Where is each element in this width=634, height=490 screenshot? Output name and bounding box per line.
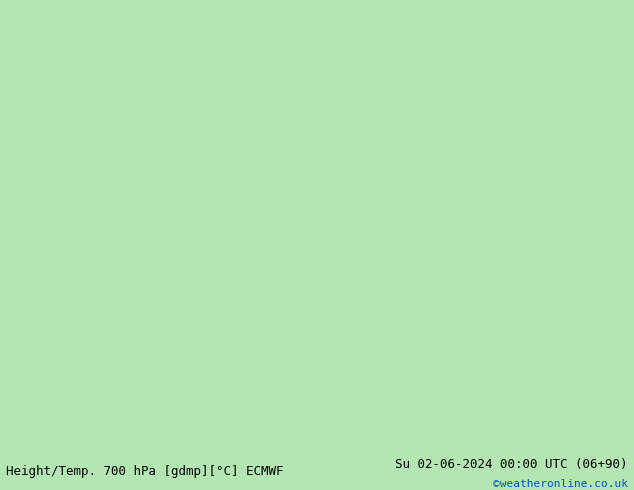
Text: Height/Temp. 700 hPa [gdmp][°C] ECMWF: Height/Temp. 700 hPa [gdmp][°C] ECMWF (6, 465, 284, 478)
Text: ©weatheronline.co.uk: ©weatheronline.co.uk (493, 479, 628, 489)
Text: Su 02-06-2024 00:00 UTC (06+90): Su 02-06-2024 00:00 UTC (06+90) (395, 458, 628, 470)
